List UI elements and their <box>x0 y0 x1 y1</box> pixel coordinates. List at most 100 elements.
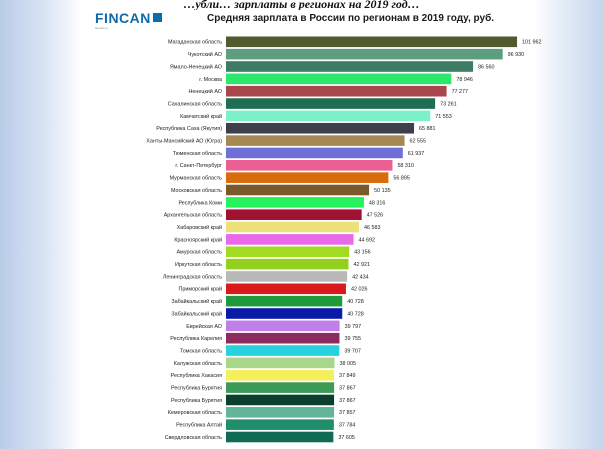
page-caption: …убли… зарплаты в регионах на 2019 год… <box>183 0 420 10</box>
category-label: Свердловская область <box>165 435 222 441</box>
category-label: Калужская область <box>174 361 222 367</box>
category-label: Республика Бурятия <box>171 386 222 392</box>
bar <box>226 184 370 196</box>
bar <box>226 271 348 282</box>
value-label: 42 434 <box>352 274 369 280</box>
category-label: Республика Коми <box>178 200 222 206</box>
bar <box>226 209 362 220</box>
category-label: Ленинградская область <box>163 274 222 280</box>
category-label: Ямало-Ненецкий АО <box>170 63 222 70</box>
value-label: 37 605 <box>338 435 355 441</box>
bar <box>226 308 343 319</box>
category-label: Хабаровский край <box>177 224 222 231</box>
category-label: г. Москва <box>199 77 222 83</box>
category-label: Республика Бурятия <box>171 398 222 404</box>
right-background <box>533 0 603 449</box>
value-label: 37 867 <box>339 386 356 392</box>
value-label: 48 316 <box>369 200 386 206</box>
bar <box>226 73 452 85</box>
bar <box>226 332 340 344</box>
category-label: г. Санкт-Петербург <box>175 163 222 169</box>
category-label: Иркутская область <box>175 262 222 268</box>
value-label: 40 728 <box>347 299 364 305</box>
category-label: Ненецкий АО <box>188 88 222 95</box>
bar <box>226 369 335 381</box>
bar <box>226 419 334 430</box>
value-label: 39 797 <box>345 324 362 330</box>
bar <box>226 110 431 122</box>
logo-square-icon <box>152 13 162 22</box>
value-label: 39 755 <box>344 336 361 342</box>
value-label: 62 555 <box>410 139 427 145</box>
bar <box>226 172 389 183</box>
value-label: 77 277 <box>452 89 469 95</box>
value-label: 38 005 <box>339 361 356 367</box>
bar <box>226 246 350 258</box>
category-label: Томская область <box>180 348 222 354</box>
bar <box>226 147 403 159</box>
bar <box>226 382 335 393</box>
value-label: 46 583 <box>364 225 381 231</box>
category-label: Магаданская область <box>168 40 222 46</box>
category-label: Республика Алтай <box>176 422 222 429</box>
category-label: Московская область <box>171 188 222 194</box>
category-label: Амурская область <box>176 250 222 256</box>
bar <box>226 36 518 48</box>
category-label: Забайкальский край <box>171 310 222 317</box>
category-label: Мурманская область <box>170 176 223 182</box>
bar <box>226 122 415 134</box>
logo-tagline: finance.ru <box>95 26 109 29</box>
bar <box>226 135 405 146</box>
value-label: 37 867 <box>339 398 356 404</box>
category-label: Кемеровская область <box>168 410 222 416</box>
category-label: Республика Карелия <box>170 336 222 342</box>
bar <box>226 295 343 307</box>
value-label: 58 310 <box>397 163 414 169</box>
value-label: 71 553 <box>435 114 452 120</box>
logo-text: FINCAN <box>95 10 151 26</box>
value-label: 56 895 <box>393 176 410 182</box>
bar <box>226 85 447 97</box>
value-label: 37 784 <box>339 423 356 429</box>
bar <box>226 48 503 60</box>
bar <box>226 345 340 356</box>
value-label: 96 930 <box>508 52 524 58</box>
category-label: Тюменская область <box>173 151 222 157</box>
category-label: Камчатский край <box>180 113 222 120</box>
category-label: Красноярский край <box>174 236 222 243</box>
category-label: Республика Саха (Якутия) <box>156 126 222 132</box>
value-label: 39 707 <box>344 348 361 354</box>
bar <box>226 160 393 171</box>
left-background <box>0 0 82 449</box>
bar <box>226 320 340 332</box>
bar <box>226 431 334 443</box>
bar <box>226 283 346 295</box>
category-label: Республика Хакасия <box>171 373 222 379</box>
value-label: 44 692 <box>359 237 376 243</box>
category-label: Еврейская АО <box>186 323 222 330</box>
value-label: 86 560 <box>478 64 495 70</box>
bar <box>226 197 364 208</box>
value-label: 65 881 <box>419 126 436 132</box>
value-label: 101 962 <box>522 40 542 46</box>
value-label: 50 135 <box>374 188 391 194</box>
category-label: Ханты-Мансийский АО (Югра) <box>146 138 222 145</box>
bar <box>226 394 335 406</box>
bar <box>226 61 474 72</box>
value-label: 47 526 <box>367 213 384 219</box>
value-label: 42 026 <box>351 287 368 293</box>
value-label: 73 261 <box>440 101 457 107</box>
category-label: Забайкальский край <box>171 298 222 305</box>
category-label: Сахалинская область <box>168 101 222 107</box>
value-label: 37 849 <box>339 373 356 379</box>
bar <box>226 258 349 270</box>
value-label: 61 937 <box>408 151 425 157</box>
bar <box>226 407 335 418</box>
bar <box>226 221 359 233</box>
value-label: 42 921 <box>354 262 371 268</box>
chart-title: Средняя зарплата в России по регионам в … <box>207 13 495 24</box>
category-label: Архангельская область <box>164 213 223 219</box>
value-label: 43 156 <box>354 250 371 256</box>
value-label: 37 857 <box>339 410 356 416</box>
